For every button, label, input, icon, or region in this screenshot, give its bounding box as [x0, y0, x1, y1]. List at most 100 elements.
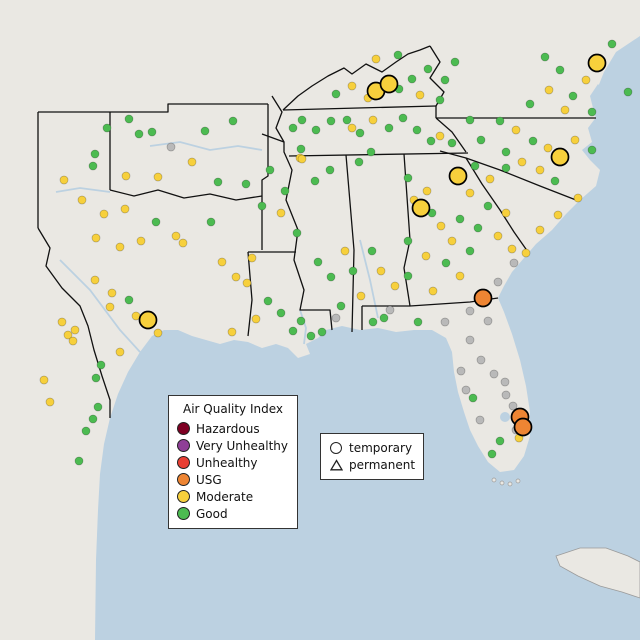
station-marker[interactable]	[63, 330, 73, 340]
station-marker[interactable]	[501, 208, 511, 218]
station-marker[interactable]	[115, 242, 125, 252]
station-marker-temporary[interactable]	[587, 53, 607, 73]
station-marker[interactable]	[455, 214, 465, 224]
station-marker[interactable]	[465, 115, 475, 125]
station-marker-temporary[interactable]	[411, 198, 431, 218]
station-marker[interactable]	[297, 154, 307, 164]
station-marker[interactable]	[587, 107, 597, 117]
station-marker[interactable]	[276, 308, 286, 318]
station-marker[interactable]	[440, 317, 450, 327]
station-marker[interactable]	[435, 131, 445, 141]
station-marker[interactable]	[376, 266, 386, 276]
station-marker[interactable]	[227, 327, 237, 337]
station-marker[interactable]	[200, 126, 210, 136]
station-marker[interactable]	[485, 174, 495, 184]
station-marker[interactable]	[390, 281, 400, 291]
station-marker[interactable]	[423, 64, 433, 74]
station-marker[interactable]	[501, 147, 511, 157]
station-marker[interactable]	[331, 89, 341, 99]
station-marker[interactable]	[151, 217, 161, 227]
station-marker[interactable]	[528, 136, 538, 146]
station-marker[interactable]	[265, 165, 275, 175]
station-marker[interactable]	[93, 402, 103, 412]
station-marker[interactable]	[525, 99, 535, 109]
station-marker[interactable]	[587, 145, 597, 155]
station-marker[interactable]	[91, 373, 101, 383]
station-marker[interactable]	[326, 116, 336, 126]
station-marker[interactable]	[102, 123, 112, 133]
station-marker[interactable]	[368, 115, 378, 125]
station-marker[interactable]	[354, 157, 364, 167]
station-marker[interactable]	[544, 85, 554, 95]
station-marker[interactable]	[550, 176, 560, 186]
station-marker[interactable]	[242, 278, 252, 288]
station-marker[interactable]	[500, 377, 510, 387]
station-marker[interactable]	[501, 390, 511, 400]
station-marker[interactable]	[105, 302, 115, 312]
station-marker[interactable]	[413, 317, 423, 327]
station-marker[interactable]	[476, 355, 486, 365]
station-marker[interactable]	[276, 208, 286, 218]
station-marker[interactable]	[342, 115, 352, 125]
station-marker[interactable]	[570, 135, 580, 145]
station-marker[interactable]	[412, 125, 422, 135]
station-marker[interactable]	[441, 258, 451, 268]
station-marker[interactable]	[331, 313, 341, 323]
station-marker[interactable]	[465, 306, 475, 316]
station-marker[interactable]	[247, 253, 257, 263]
station-marker[interactable]	[310, 176, 320, 186]
station-marker[interactable]	[403, 236, 413, 246]
station-marker[interactable]	[422, 186, 432, 196]
station-marker[interactable]	[306, 331, 316, 341]
station-marker[interactable]	[555, 65, 565, 75]
station-marker[interactable]	[213, 177, 223, 187]
station-marker[interactable]	[543, 143, 553, 153]
station-marker[interactable]	[407, 74, 417, 84]
station-marker[interactable]	[96, 360, 106, 370]
station-marker[interactable]	[403, 173, 413, 183]
station-marker[interactable]	[74, 456, 84, 466]
station-marker[interactable]	[178, 238, 188, 248]
station-marker[interactable]	[421, 251, 431, 261]
station-marker[interactable]	[508, 401, 518, 411]
station-marker[interactable]	[153, 172, 163, 182]
station-marker[interactable]	[311, 125, 321, 135]
station-marker[interactable]	[296, 316, 306, 326]
station-marker[interactable]	[90, 149, 100, 159]
station-marker-temporary[interactable]	[138, 310, 158, 330]
station-marker[interactable]	[465, 335, 475, 345]
station-marker[interactable]	[393, 50, 403, 60]
station-marker[interactable]	[187, 157, 197, 167]
station-marker[interactable]	[296, 144, 306, 154]
station-marker[interactable]	[483, 316, 493, 326]
station-marker[interactable]	[57, 317, 67, 327]
station-marker[interactable]	[428, 286, 438, 296]
station-marker[interactable]	[473, 223, 483, 233]
station-marker[interactable]	[507, 244, 517, 254]
station-marker[interactable]	[553, 210, 563, 220]
station-marker[interactable]	[495, 436, 505, 446]
station-marker[interactable]	[493, 277, 503, 287]
station-marker[interactable]	[206, 217, 216, 227]
station-marker[interactable]	[153, 328, 163, 338]
station-marker[interactable]	[521, 248, 531, 258]
station-marker[interactable]	[147, 127, 157, 137]
station-marker-temporary[interactable]	[379, 74, 399, 94]
station-marker[interactable]	[313, 257, 323, 267]
station-marker[interactable]	[501, 163, 511, 173]
station-marker[interactable]	[317, 327, 327, 337]
station-marker[interactable]	[403, 271, 413, 281]
station-marker[interactable]	[297, 115, 307, 125]
station-marker[interactable]	[355, 128, 365, 138]
station-marker[interactable]	[511, 125, 521, 135]
station-marker[interactable]	[39, 375, 49, 385]
station-marker-temporary[interactable]	[448, 166, 468, 186]
station-marker[interactable]	[517, 157, 527, 167]
station-marker[interactable]	[121, 171, 131, 181]
station-marker[interactable]	[568, 91, 578, 101]
station-marker[interactable]	[347, 123, 357, 133]
station-marker[interactable]	[398, 113, 408, 123]
station-marker[interactable]	[326, 272, 336, 282]
station-marker[interactable]	[120, 204, 130, 214]
